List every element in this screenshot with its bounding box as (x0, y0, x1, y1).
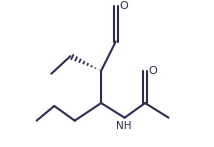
Text: NH: NH (116, 121, 132, 131)
Text: O: O (149, 66, 158, 76)
Text: O: O (119, 1, 128, 11)
